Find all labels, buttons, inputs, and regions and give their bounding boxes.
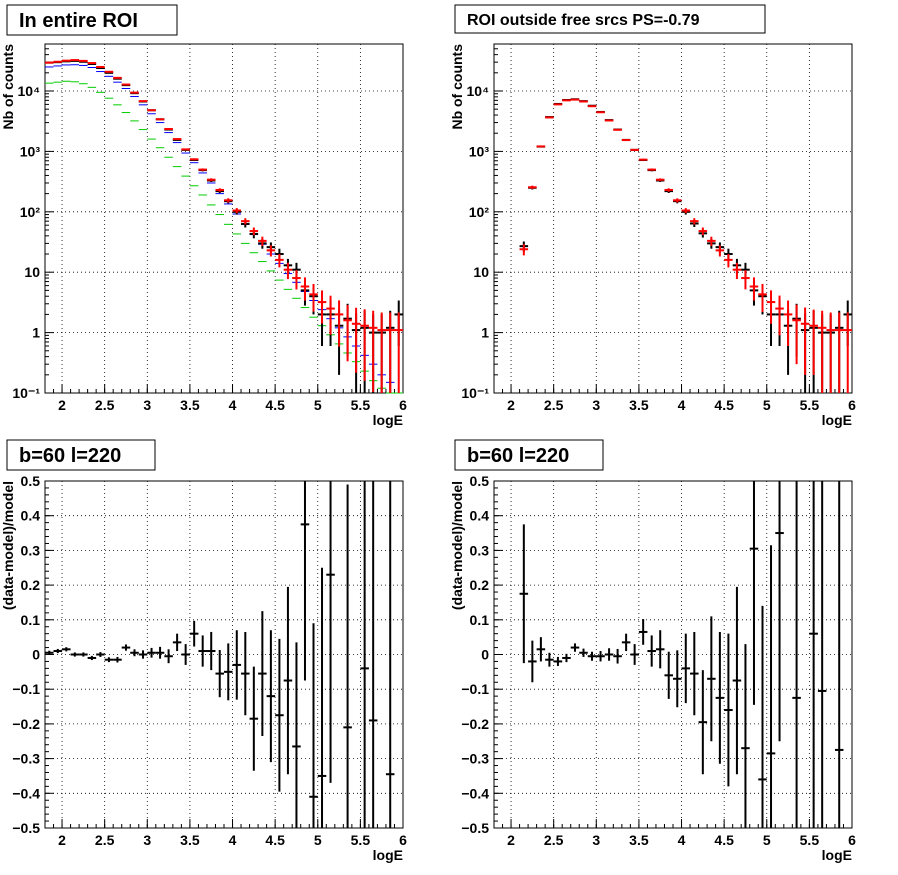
x-tick-label: 4 [229, 397, 237, 413]
y-tick-label: 10⁴ [18, 83, 41, 99]
y-tick-label: 10⁻¹ [461, 385, 489, 401]
x-tick-label: 4 [678, 832, 686, 848]
x-tick-label: 3.5 [180, 832, 200, 848]
title-box [6, 4, 178, 36]
x-axis-label: logE [373, 412, 403, 428]
y-tick-label: 10 [473, 264, 489, 280]
x-tick-label: 3.5 [180, 397, 200, 413]
y-tick-label: −0.3 [12, 751, 40, 767]
x-tick-label: 2 [58, 397, 66, 413]
x-axis-label: logE [373, 847, 403, 863]
y-tick-label: −0.3 [461, 751, 489, 767]
y-tick-label: −0.1 [461, 681, 489, 697]
y-tick-label: 0.4 [21, 508, 41, 524]
x-axis-label: logE [822, 412, 852, 428]
title-box [6, 439, 156, 471]
x-tick-label: 5 [314, 397, 322, 413]
panel-title: b=60 l=220 [19, 445, 121, 467]
x-tick-label: 2.5 [95, 832, 115, 848]
y-tick-label: 0.3 [470, 542, 490, 558]
x-tick-label: 3.5 [629, 397, 649, 413]
x-tick-label: 5 [763, 832, 771, 848]
y-axis-label: Nb of counts [0, 44, 16, 130]
x-tick-label: 3.5 [629, 832, 649, 848]
y-tick-label: 0.2 [21, 577, 41, 593]
x-tick-label: 3 [592, 397, 600, 413]
x-tick-label: 3 [143, 397, 151, 413]
series-1 [45, 59, 403, 393]
panel-title: ROI outside free srcs PS=-0.79 [467, 12, 700, 29]
x-tick-label: 4.5 [714, 397, 734, 413]
y-tick-label: −0.5 [461, 820, 489, 836]
plot-frame [44, 43, 404, 394]
x-tick-label: 4 [678, 397, 686, 413]
y-tick-label: −0.4 [12, 785, 40, 801]
x-tick-label: 6 [848, 832, 856, 848]
y-tick-label: −0.5 [12, 820, 40, 836]
x-tick-label: 5 [763, 397, 771, 413]
x-tick-label: 4 [229, 832, 237, 848]
plot-frame [493, 480, 853, 829]
y-tick-label: 1 [481, 325, 489, 341]
y-tick-label: 10 [24, 264, 40, 280]
x-tick-label: 6 [848, 397, 856, 413]
x-tick-label: 3 [592, 832, 600, 848]
x-tick-label: 5 [314, 832, 322, 848]
chart-panel-1: 2 2.5 3 3.5 4 4.5 5 5.5 6 10⁻¹ 1 10 10² 10³ 10⁴ logE Nb … [0, 4, 407, 428]
y-tick-label: 0.1 [470, 612, 490, 628]
x-tick-label: 5.5 [351, 832, 371, 848]
panel-title: b=60 l=220 [467, 445, 569, 467]
title-box [454, 4, 766, 34]
y-tick-label: 10⁻¹ [12, 385, 40, 401]
y-tick-label: −0.2 [12, 716, 40, 732]
y-tick-label: 0.2 [470, 577, 490, 593]
x-tick-label: 6 [399, 397, 407, 413]
x-tick-label: 2.5 [95, 397, 115, 413]
x-tick-label: 4.5 [714, 832, 734, 848]
x-tick-label: 6 [399, 832, 407, 848]
y-tick-label: 10³ [20, 143, 41, 159]
y-tick-label: 0.3 [21, 542, 41, 558]
x-tick-label: 2.5 [544, 832, 564, 848]
chart-panel-3: 2 2.5 3 3.5 4 4.5 5 5.5 6 −0.5 −0.4 −0.3 −0.2 −0.1 0 0.… [0, 439, 407, 863]
plot-frame [493, 43, 853, 394]
x-tick-label: 2 [507, 397, 515, 413]
title-box [454, 439, 604, 471]
x-tick-label: 4.5 [265, 832, 285, 848]
residual-series [519, 481, 844, 828]
x-axis-label: logE [822, 847, 852, 863]
y-tick-label: 0.4 [470, 508, 490, 524]
x-tick-label: 3 [143, 832, 151, 848]
x-tick-label: 2 [58, 832, 66, 848]
y-tick-label: 10³ [469, 143, 490, 159]
x-tick-label: 2 [507, 832, 515, 848]
y-tick-label: 0.5 [470, 473, 490, 489]
x-tick-label: 5.5 [351, 397, 371, 413]
y-axis-label: (data-model)/model [0, 481, 16, 610]
x-tick-label: 5.5 [800, 397, 820, 413]
y-axis-label: (data-model)/model [449, 481, 465, 610]
y-tick-label: 10² [469, 204, 490, 220]
series-1 [519, 98, 852, 393]
panel-title: In entire ROI [19, 10, 138, 32]
y-tick-label: −0.4 [461, 785, 489, 801]
x-tick-label: 2.5 [544, 397, 564, 413]
y-axis-label: Nb of counts [449, 44, 465, 130]
y-tick-label: 0 [32, 647, 40, 663]
y-tick-label: −0.2 [461, 716, 489, 732]
chart-panel-2: 2 2.5 3 3.5 4 4.5 5 5.5 6 10⁻¹ 1 10 10² 10³ 10⁴ logE Nb … [449, 4, 856, 428]
y-tick-label: 0 [481, 647, 489, 663]
x-tick-label: 5.5 [800, 832, 820, 848]
y-tick-label: −0.1 [12, 681, 40, 697]
y-tick-label: 0.5 [21, 473, 41, 489]
residual-series [45, 481, 395, 828]
y-tick-label: 10² [20, 204, 41, 220]
x-tick-label: 4.5 [265, 397, 285, 413]
y-tick-label: 0.1 [21, 612, 41, 628]
y-tick-label: 10⁴ [467, 83, 490, 99]
y-tick-label: 1 [32, 325, 40, 341]
chart-panel-4: 2 2.5 3 3.5 4 4.5 5 5.5 6 −0.5 −0.4 −0.3 −0.2 −0.1 0 0.… [449, 439, 856, 863]
